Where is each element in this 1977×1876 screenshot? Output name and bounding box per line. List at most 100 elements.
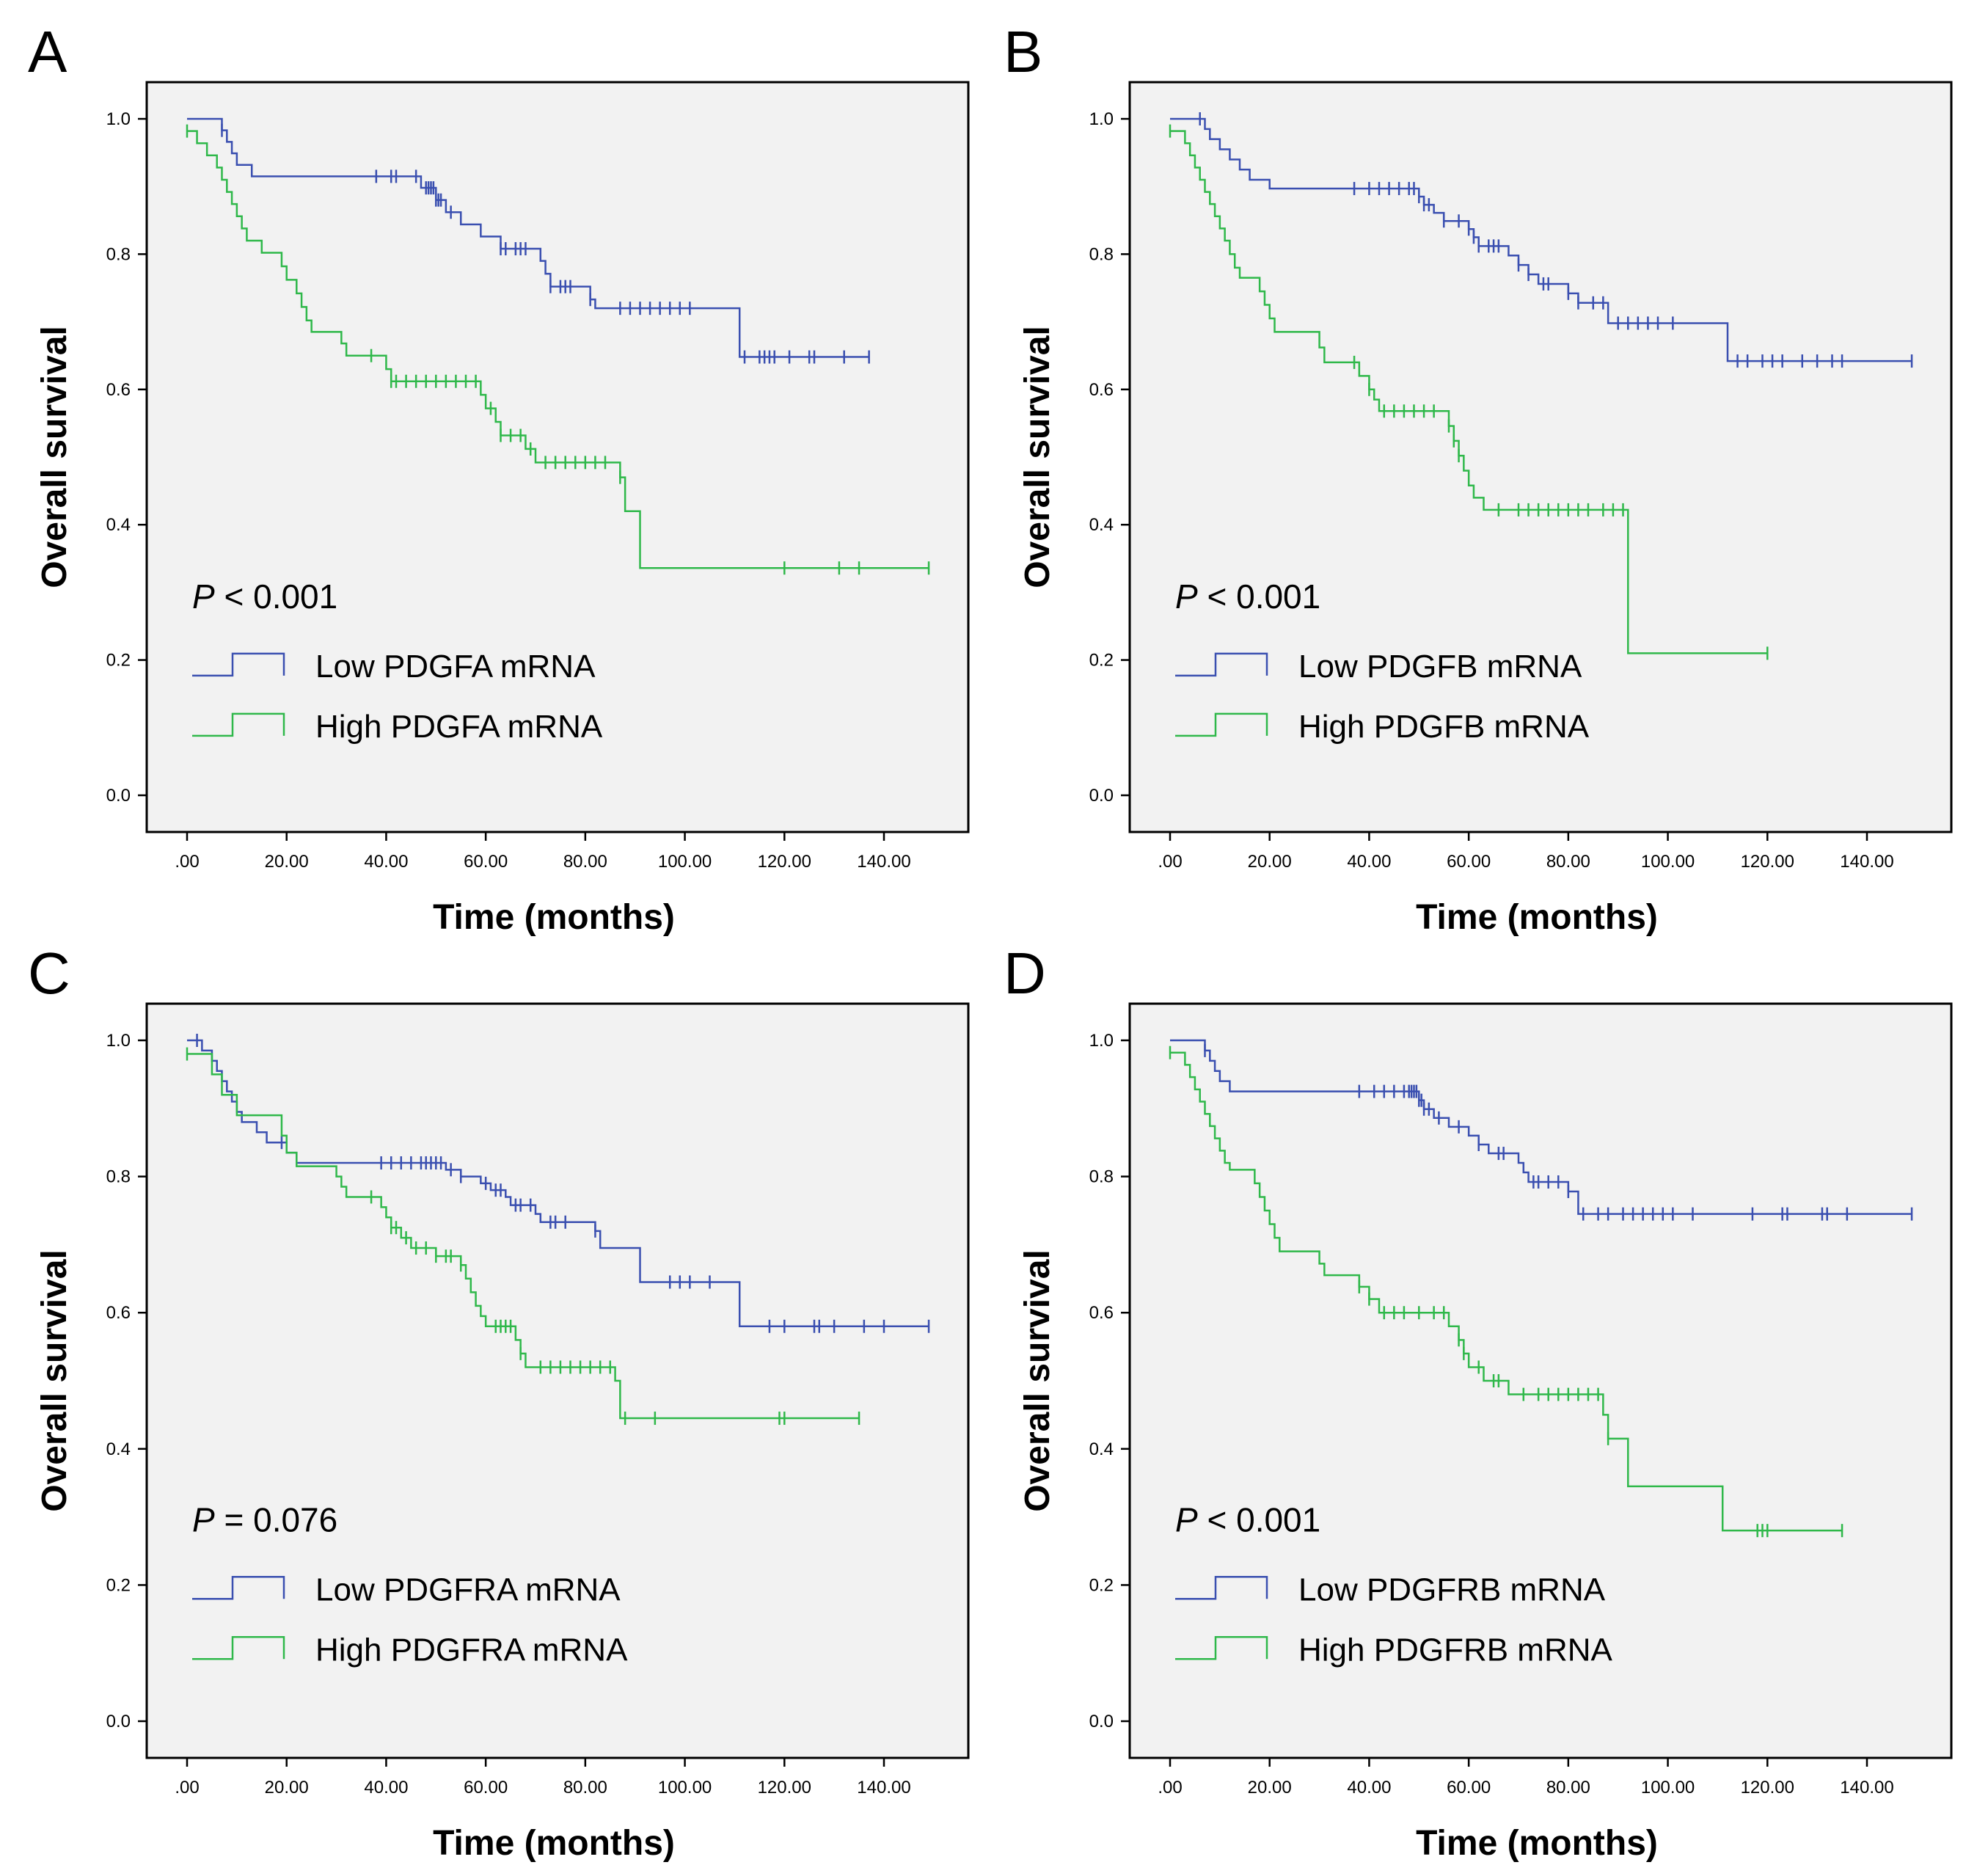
p-value: P < 0.001 (1175, 577, 1320, 616)
y-tick-label: 0.8 (1089, 1167, 1114, 1187)
series-high (186, 124, 930, 575)
x-tick-label: 60.00 (1447, 852, 1491, 872)
y-tick-label: 0.8 (106, 244, 131, 264)
plot-area (1128, 1002, 1953, 1759)
x-tick-label: .00 (175, 1778, 199, 1797)
legend-swatch (1175, 1576, 1268, 1600)
x-tick-label: 100.00 (1641, 1778, 1695, 1797)
plot-area (1128, 81, 1953, 833)
p-value: P < 0.001 (192, 577, 337, 616)
x-tick-label: 140.00 (857, 852, 910, 872)
x-tick-label: 120.00 (1741, 1778, 1794, 1797)
legend-label: Low PDGFRB mRNA (1298, 1572, 1606, 1607)
legend-swatch (192, 1636, 285, 1660)
y-tick-label: 0.2 (1089, 1575, 1114, 1595)
legend-swatch (192, 652, 285, 677)
p-value: P < 0.001 (1175, 1500, 1320, 1539)
x-tick-label: 140.00 (857, 1778, 910, 1797)
p-value-text: < 0.001 (1198, 1500, 1321, 1539)
x-tick-label: 20.00 (265, 852, 309, 872)
p-value-text: = 0.076 (215, 1500, 338, 1539)
x-tick-label: 20.00 (1248, 852, 1292, 872)
survival-curve (1170, 1039, 1912, 1215)
p-symbol: P (1175, 1500, 1198, 1539)
x-tick-label: 80.00 (1546, 1778, 1590, 1797)
x-tick-label: 140.00 (1840, 852, 1893, 872)
panel-d: D 0.0 0.2 0.4 0.6 0.8 1.0 .00 20.00 40.00 60.00 80.… (1004, 941, 1953, 1863)
series-low (1170, 1039, 1913, 1221)
survival-curve (1170, 1051, 1843, 1532)
x-tick-label: 20.00 (1248, 1778, 1292, 1797)
x-tick-label: .00 (1158, 1778, 1182, 1797)
plot-area (145, 81, 970, 833)
legend-swatch (192, 712, 285, 737)
y-tick-label: 0.0 (106, 786, 131, 806)
p-value: P = 0.076 (192, 1500, 337, 1539)
x-tick-label: 80.00 (563, 1778, 607, 1797)
survival-curve (187, 130, 929, 569)
legend-swatch (1175, 712, 1268, 737)
x-tick-label: 80.00 (563, 852, 607, 872)
legend-label: Low PDGFRA mRNA (315, 1572, 621, 1607)
series-low (187, 117, 870, 364)
x-tick-label: 40.00 (1347, 1778, 1391, 1797)
y-tick-label: 0.0 (1089, 786, 1114, 806)
legend-swatch (1175, 1636, 1268, 1660)
p-symbol: P (192, 1500, 215, 1539)
x-axis-title: Time (months) (433, 1824, 675, 1863)
x-tick-label: 20.00 (265, 1778, 309, 1797)
y-axis-title: Overall survival (1018, 326, 1057, 588)
y-tick-label: 1.0 (1089, 1031, 1114, 1051)
series-high (186, 1047, 860, 1426)
y-tick-label: 0.0 (1089, 1712, 1114, 1731)
panel-letter: C (28, 941, 70, 1006)
x-tick-label: 60.00 (1447, 1778, 1491, 1797)
survival-curve (187, 117, 869, 358)
x-tick-label: 120.00 (758, 1778, 811, 1797)
panel-b: B 0.0 0.2 0.4 0.6 0.8 1.0 .00 20.00 40.00 60.00 80.… (1004, 19, 1953, 937)
y-tick-label: 0.8 (106, 1167, 131, 1187)
y-tick-label: 0.6 (1089, 380, 1114, 400)
x-axis-title: Time (months) (1416, 1824, 1658, 1863)
x-tick-label: 80.00 (1546, 852, 1590, 872)
y-axis-title: Overall survival (35, 326, 74, 588)
legend-swatch (1175, 652, 1268, 677)
x-tick-label: .00 (1158, 852, 1182, 872)
p-symbol: P (1175, 577, 1198, 616)
x-tick-label: 60.00 (464, 1778, 508, 1797)
x-tick-label: 60.00 (464, 852, 508, 872)
legend-label: High PDGFA mRNA (315, 709, 603, 745)
panel-letter: B (1004, 19, 1042, 84)
y-tick-label: 0.4 (1089, 1439, 1114, 1459)
series-high (1169, 124, 1769, 660)
y-axis-title: Overall survival (1018, 1249, 1057, 1512)
y-tick-label: 0.8 (1089, 244, 1114, 264)
legend-label: High PDGFRB mRNA (1298, 1632, 1612, 1668)
y-tick-label: 0.2 (106, 1575, 131, 1595)
legend-label: Low PDGFB mRNA (1298, 649, 1582, 685)
y-tick-label: 1.0 (106, 109, 131, 129)
y-tick-label: 0.6 (106, 1303, 131, 1323)
series-low (1170, 112, 1913, 368)
p-value-text: < 0.001 (1198, 577, 1321, 616)
y-tick-label: 0.6 (1089, 1303, 1114, 1323)
panel-letter: D (1004, 941, 1046, 1006)
y-tick-label: 0.4 (1089, 515, 1114, 535)
x-tick-label: 40.00 (364, 852, 408, 872)
x-tick-label: 140.00 (1840, 1778, 1893, 1797)
x-tick-label: 40.00 (1347, 852, 1391, 872)
y-tick-label: 0.0 (106, 1712, 131, 1731)
y-tick-label: 1.0 (106, 1031, 131, 1051)
legend-label: Low PDGFA mRNA (315, 649, 596, 685)
p-symbol: P (192, 577, 215, 616)
x-axis-title: Time (months) (433, 898, 675, 937)
x-tick-label: 100.00 (1641, 852, 1695, 872)
panel-letter: A (28, 19, 67, 84)
panel-c: C 0.0 0.2 0.4 0.6 0.8 1.0 .00 20.00 40.00 60.00 80.… (28, 941, 970, 1863)
x-tick-label: 120.00 (758, 852, 811, 872)
y-tick-label: 0.4 (106, 1439, 131, 1459)
p-value-text: < 0.001 (215, 577, 338, 616)
x-axis-title: Time (months) (1416, 898, 1658, 937)
y-axis-title: Overall survival (35, 1249, 74, 1512)
